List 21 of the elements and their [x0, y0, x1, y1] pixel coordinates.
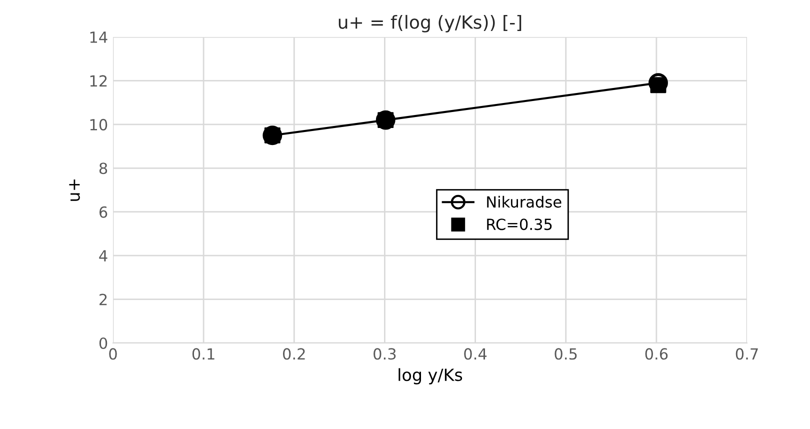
y-tick-label: 4 — [99, 250, 108, 262]
x-tick-label: 0.3 — [374, 348, 396, 360]
x-tick-label: 0.7 — [736, 348, 758, 360]
y-tick-label: 10 — [90, 118, 108, 130]
legend-label: RC=0.35 — [487, 218, 552, 230]
y-tick-label: 0 — [99, 337, 108, 350]
x-tick-label: 0.1 — [192, 348, 214, 360]
legend-label: Nikuradse — [487, 196, 562, 208]
x-tick-label: 0.5 — [554, 348, 577, 360]
y-tick-label: 2 — [100, 294, 107, 306]
x-tick-label: 0.6 — [645, 348, 668, 360]
y-tick-label: 8 — [99, 162, 108, 174]
y-tick-label: 6 — [99, 206, 108, 218]
x-axis-title: log y/Ks — [398, 368, 462, 384]
x-tick-label: 0 — [109, 348, 117, 360]
y-axis-title: u+ — [69, 180, 80, 201]
y-tick-label: 14 — [90, 32, 108, 43]
x-tick-label: 0.4 — [464, 348, 487, 360]
chart-title: u+ = f(log (y/Ks)) [-] — [338, 14, 522, 32]
x-tick-label: 0.2 — [283, 348, 305, 360]
y-tick-label: 12 — [90, 75, 107, 87]
